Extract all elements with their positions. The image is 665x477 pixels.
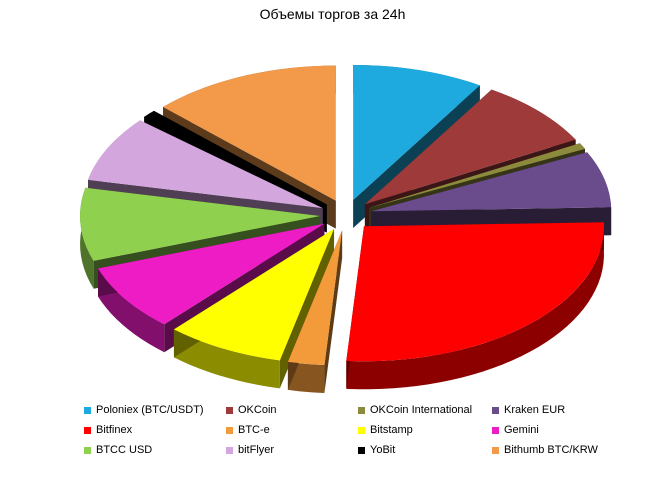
- legend-swatch: [84, 426, 91, 434]
- legend-label: bitFlyer: [238, 444, 275, 456]
- legend-swatch: [358, 426, 365, 434]
- pie-slice-side: [287, 361, 325, 394]
- pie-slice-top: [364, 89, 576, 205]
- legend: Poloniex (BTC/USDT) OKCoin OKCoin Internat…: [84, 404, 644, 456]
- legend-label: Bitfinex: [96, 424, 133, 436]
- legend-label: YoBit: [370, 444, 396, 456]
- legend-item: Gemini: [492, 424, 642, 436]
- legend-swatch: [492, 446, 499, 454]
- pie-slice-wall: [279, 228, 335, 389]
- pie-slice-wall: [324, 230, 343, 394]
- legend-item: Kraken EUR: [492, 404, 642, 416]
- legend-label: Gemini: [504, 424, 539, 436]
- pie-slice-top: [163, 65, 336, 201]
- pie-slice-side: [346, 222, 604, 390]
- legend-swatch: [358, 406, 365, 414]
- legend-swatch: [226, 446, 233, 454]
- legend-item: bitFlyer: [226, 444, 348, 456]
- legend-item: OKCoin International: [358, 404, 482, 416]
- legend-item: Bithumb BTC/KRW: [492, 444, 642, 456]
- pie-slice-top: [371, 152, 612, 212]
- legend-label: Kraken EUR: [504, 404, 566, 416]
- legend-label: Bithumb BTC/KRW: [504, 444, 598, 456]
- pie-slice-top: [353, 64, 480, 200]
- legend-item: BTCC USD: [84, 444, 216, 456]
- legend-swatch: [84, 446, 91, 454]
- legend-label: OKCoin International: [370, 404, 473, 416]
- legend-item: BTC-e: [226, 424, 348, 436]
- legend-item: Bitfinex: [84, 424, 216, 436]
- legend-swatch: [492, 426, 499, 434]
- pie-slice-top: [369, 143, 585, 208]
- pie-slice-top: [287, 230, 343, 366]
- legend-swatch: [358, 446, 365, 454]
- legend-item: Poloniex (BTC/USDT): [84, 404, 216, 416]
- pie-slice-top: [80, 187, 321, 261]
- legend-label: BTC-e: [238, 424, 270, 436]
- legend-item: OKCoin: [226, 404, 348, 416]
- pie-slice-top: [97, 223, 325, 325]
- pie-slice-6: [173, 228, 335, 389]
- pie-chart: [80, 64, 612, 394]
- pie-slice-top: [173, 228, 335, 361]
- legend-label: BTCC USD: [96, 444, 153, 456]
- pie-slice-4: [346, 222, 604, 390]
- pie-slice-top: [144, 110, 327, 205]
- pie-slice-top: [346, 222, 604, 362]
- pie-slice-side: [173, 329, 280, 389]
- legend-item: YoBit: [358, 444, 482, 456]
- pie-slice-top: [88, 120, 323, 209]
- legend-label: OKCoin: [238, 404, 277, 416]
- legend-swatch: [84, 406, 91, 414]
- legend-swatch: [492, 406, 499, 414]
- legend-item: Bitstamp: [358, 424, 482, 436]
- legend-label: Poloniex (BTC/USDT): [96, 404, 204, 416]
- legend-swatch: [226, 426, 233, 434]
- legend-swatch: [226, 406, 233, 414]
- legend-label: Bitstamp: [370, 424, 413, 436]
- pie-slice-5: [287, 230, 343, 394]
- chart-title: Объемы торгов за 24h: [259, 6, 406, 22]
